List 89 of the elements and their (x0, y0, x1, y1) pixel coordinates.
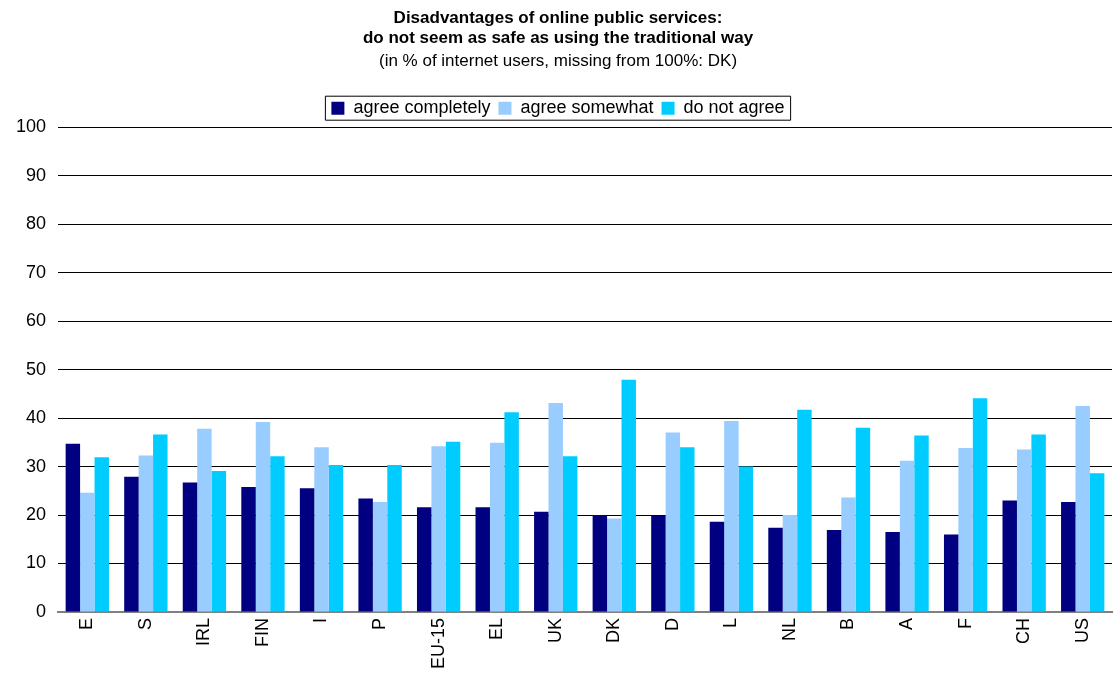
bar (489, 442, 505, 612)
bar (548, 403, 563, 612)
x-tick-label: D (661, 617, 682, 631)
y-tick-label: 100 (15, 116, 47, 137)
bar (782, 515, 798, 612)
bar (1016, 449, 1032, 612)
bar (431, 446, 446, 612)
bar (372, 501, 388, 612)
x-tick-label: EL (486, 617, 507, 641)
x-tick-label: L (720, 617, 741, 628)
x-tick-label: NL (778, 617, 799, 641)
bar (841, 497, 856, 612)
y-tick-label: 90 (26, 164, 47, 185)
x-tick-label: F (954, 617, 975, 629)
bar (621, 379, 636, 612)
bar (592, 515, 608, 612)
bar (416, 507, 432, 612)
bar (358, 498, 373, 612)
bar (855, 427, 871, 612)
bar (943, 534, 959, 612)
bar (885, 531, 900, 612)
bar (972, 398, 988, 612)
bar (299, 488, 315, 612)
chart-subtitle: (in % of internet users, missing from 100%: DK) (378, 50, 738, 70)
bar (80, 492, 95, 612)
bar (1075, 405, 1090, 612)
bar (314, 447, 329, 612)
bar (607, 518, 622, 612)
bar (270, 456, 285, 612)
bar (328, 465, 344, 612)
x-tick-label: EU-15 (427, 617, 448, 670)
x-tick-label: A (896, 617, 917, 630)
bar (445, 441, 461, 612)
bar (899, 460, 915, 612)
x-tick-label: IRL (193, 617, 214, 646)
bar (665, 432, 681, 612)
bar (958, 448, 973, 612)
legend-label: do not agree (683, 97, 785, 118)
bar (211, 470, 227, 612)
bar (1002, 500, 1017, 612)
bar (138, 455, 154, 612)
bar (797, 409, 812, 612)
x-tick-label: UK (544, 617, 565, 643)
legend-label: agree somewhat (520, 97, 654, 118)
legend-label: agree completely (353, 97, 491, 118)
y-tick-label: 30 (26, 455, 47, 476)
x-tick-label: US (1071, 617, 1092, 643)
bar (182, 482, 198, 612)
bar (1089, 473, 1105, 612)
bar (387, 465, 402, 612)
bar (153, 434, 168, 612)
bar (651, 515, 666, 612)
y-tick-label: 50 (26, 358, 47, 379)
bar (94, 457, 109, 612)
x-tick-label: CH (1013, 617, 1034, 644)
y-tick-label: 20 (26, 503, 47, 524)
bar (1061, 501, 1076, 612)
bar (475, 507, 490, 612)
bar (914, 435, 929, 612)
bar (826, 530, 842, 612)
bar (1031, 434, 1046, 612)
bar (197, 428, 212, 612)
bar (241, 486, 256, 612)
x-tick-label: P (369, 617, 390, 630)
x-tick-label: I (310, 617, 331, 623)
bar (724, 420, 739, 612)
x-tick-label: E (76, 617, 97, 630)
y-tick-label: 40 (26, 407, 47, 428)
bar (680, 447, 695, 612)
text: Disadvantages of online public services: (393, 7, 723, 27)
y-tick-label: 60 (26, 310, 47, 331)
text: do not seem as safe as using the traditional way (362, 28, 754, 48)
bar (534, 511, 549, 612)
y-tick-label: 80 (26, 213, 47, 234)
bar (255, 421, 271, 612)
bar (504, 412, 519, 612)
bar (562, 456, 578, 612)
x-tick-label: FIN (251, 617, 272, 647)
bar (768, 527, 783, 612)
y-tick-label: 0 (36, 600, 47, 621)
x-tick-label: B (837, 617, 858, 630)
y-tick-label: 10 (26, 552, 47, 573)
bar (738, 466, 754, 612)
bar (709, 521, 725, 612)
x-tick-label: DK (603, 617, 624, 643)
y-tick-label: 70 (26, 261, 47, 282)
bar (124, 476, 139, 612)
x-tick-label: S (134, 617, 155, 630)
bar (65, 443, 81, 612)
